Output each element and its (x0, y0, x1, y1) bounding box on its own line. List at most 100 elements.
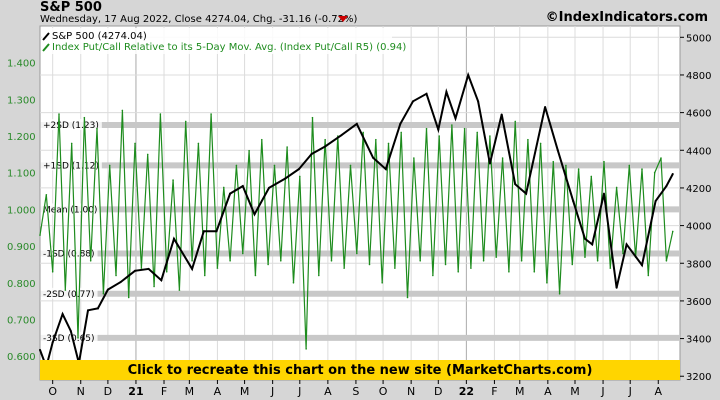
putcall-point-14 (127, 296, 130, 299)
putcall-point-60 (419, 259, 421, 262)
left-tick-label: 0.700 (7, 315, 36, 326)
left-tick-label: 1.100 (7, 169, 36, 180)
sp500-point-4 (69, 330, 72, 333)
sp500-point-50 (654, 200, 657, 203)
x-tick-label: M (240, 385, 250, 398)
sp500-point-38 (500, 113, 503, 116)
putcall-point-80 (546, 281, 548, 284)
putcall-point-57 (400, 131, 402, 134)
putcall-point-29 (222, 186, 225, 189)
putcall-point-9 (96, 127, 98, 130)
sp500-point-7 (96, 307, 99, 310)
putcall-point-97 (653, 171, 656, 174)
putcall-point-95 (641, 168, 643, 170)
putcall-point-20 (165, 270, 168, 273)
right-tick-label: 3800 (686, 259, 711, 270)
sp500-point-0 (39, 348, 41, 351)
right-tick-label: 4600 (686, 109, 711, 120)
sp500-point-17 (229, 192, 232, 195)
sp500-point-51 (665, 185, 668, 188)
left-tick-label: 1.000 (7, 205, 36, 216)
x-tick-label: A (655, 385, 663, 398)
putcall-point-55 (387, 142, 390, 145)
sp500-point-52 (671, 172, 674, 175)
sp500-point-29 (399, 122, 402, 125)
right-tick-label: 4200 (686, 184, 711, 195)
x-tick-label: O (48, 385, 57, 398)
putcall-point-84 (571, 263, 574, 266)
putcall-point-17 (146, 153, 149, 156)
sd-band-label-bg-0 (41, 119, 102, 131)
putcall-point-21 (172, 179, 174, 181)
putcall-point-76 (520, 259, 523, 262)
x-tick-label: J (297, 385, 301, 398)
sp500-point-23 (310, 153, 313, 156)
putcall-point-40 (292, 281, 295, 284)
putcall-point-36 (267, 263, 269, 266)
putcall-point-1 (45, 193, 48, 196)
putcall-point-28 (216, 267, 219, 269)
sp500-point-18 (241, 185, 244, 188)
sp500-point-35 (467, 73, 470, 76)
right-tick-label: 3600 (686, 297, 711, 308)
x-tick-label: M (570, 385, 580, 398)
putcall-point-12 (115, 274, 117, 277)
putcall-point-62 (432, 274, 434, 277)
banner-link[interactable]: Click to recreate this chart on the new … (128, 363, 593, 378)
sp500-point-39 (514, 183, 517, 186)
sp500-point-40 (525, 192, 528, 195)
putcall-point-93 (628, 164, 631, 167)
right-tick-label: 4400 (686, 146, 711, 157)
putcall-point-70 (482, 259, 485, 262)
putcall-point-52 (368, 263, 371, 266)
site-brand[interactable]: ©IndexIndicators.com (546, 10, 708, 25)
putcall-point-46 (330, 259, 333, 262)
sp500-point-32 (437, 128, 440, 131)
putcall-point-6 (77, 337, 79, 339)
putcall-point-13 (121, 109, 124, 112)
putcall-point-61 (425, 127, 428, 130)
putcall-point-56 (394, 267, 396, 269)
chart-subtitle: Wednesday, 17 Aug 2022, Close 4274.04, C… (40, 14, 358, 25)
x-tick-label: F (161, 385, 167, 398)
left-tick-label: 0.800 (7, 279, 36, 290)
putcall-point-86 (584, 256, 586, 258)
left-axis: 0.600 0.700 0.800 0.900 1.000 1.100 1.200 1.300… (7, 59, 36, 363)
x-tick-label: D (104, 385, 112, 398)
putcall-point-73 (501, 157, 504, 159)
putcall-point-5 (70, 142, 73, 145)
putcall-point-77 (527, 138, 529, 141)
right-tick-label: 5000 (686, 33, 711, 44)
banner-background[interactable] (40, 360, 680, 380)
sp500-point-2 (51, 341, 54, 344)
sd-band-label-5: -3SD (0.65) (43, 334, 95, 344)
putcall-point-49 (349, 164, 352, 167)
x-tick-label: A (324, 385, 332, 398)
left-tick-label: 0.600 (7, 352, 36, 363)
x-axis: O N D 21 F M A M J J A S O N D 22 F M A M J J A (48, 380, 663, 398)
putcall-point-35 (260, 138, 263, 141)
putcall-point-51 (362, 131, 364, 134)
putcall-point-82 (558, 292, 561, 295)
x-tick-label: J (628, 385, 632, 398)
chart-title: S&P 500 (40, 0, 102, 15)
putcall-point-58 (406, 296, 409, 299)
recreate-banner[interactable]: Click to recreate this chart on the new … (40, 360, 680, 380)
putcall-point-65 (451, 124, 453, 126)
sp500-point-22 (297, 168, 300, 171)
putcall-point-100 (671, 230, 674, 233)
legend-swatch-sp500 (42, 32, 50, 41)
sd-band-label-3: -1SD (0.88) (43, 249, 95, 259)
putcall-point-16 (140, 267, 143, 269)
sp500-point-47 (615, 286, 618, 289)
left-tick-label: 1.300 (7, 95, 36, 106)
putcall-point-38 (279, 259, 282, 262)
right-tick-label: 3400 (686, 335, 711, 346)
legend-swatch-putcall (42, 43, 50, 52)
putcall-point-33 (248, 149, 250, 152)
putcall-point-79 (539, 142, 542, 145)
sp500-point-6 (86, 309, 89, 312)
putcall-point-74 (508, 270, 510, 273)
series (39, 71, 674, 371)
